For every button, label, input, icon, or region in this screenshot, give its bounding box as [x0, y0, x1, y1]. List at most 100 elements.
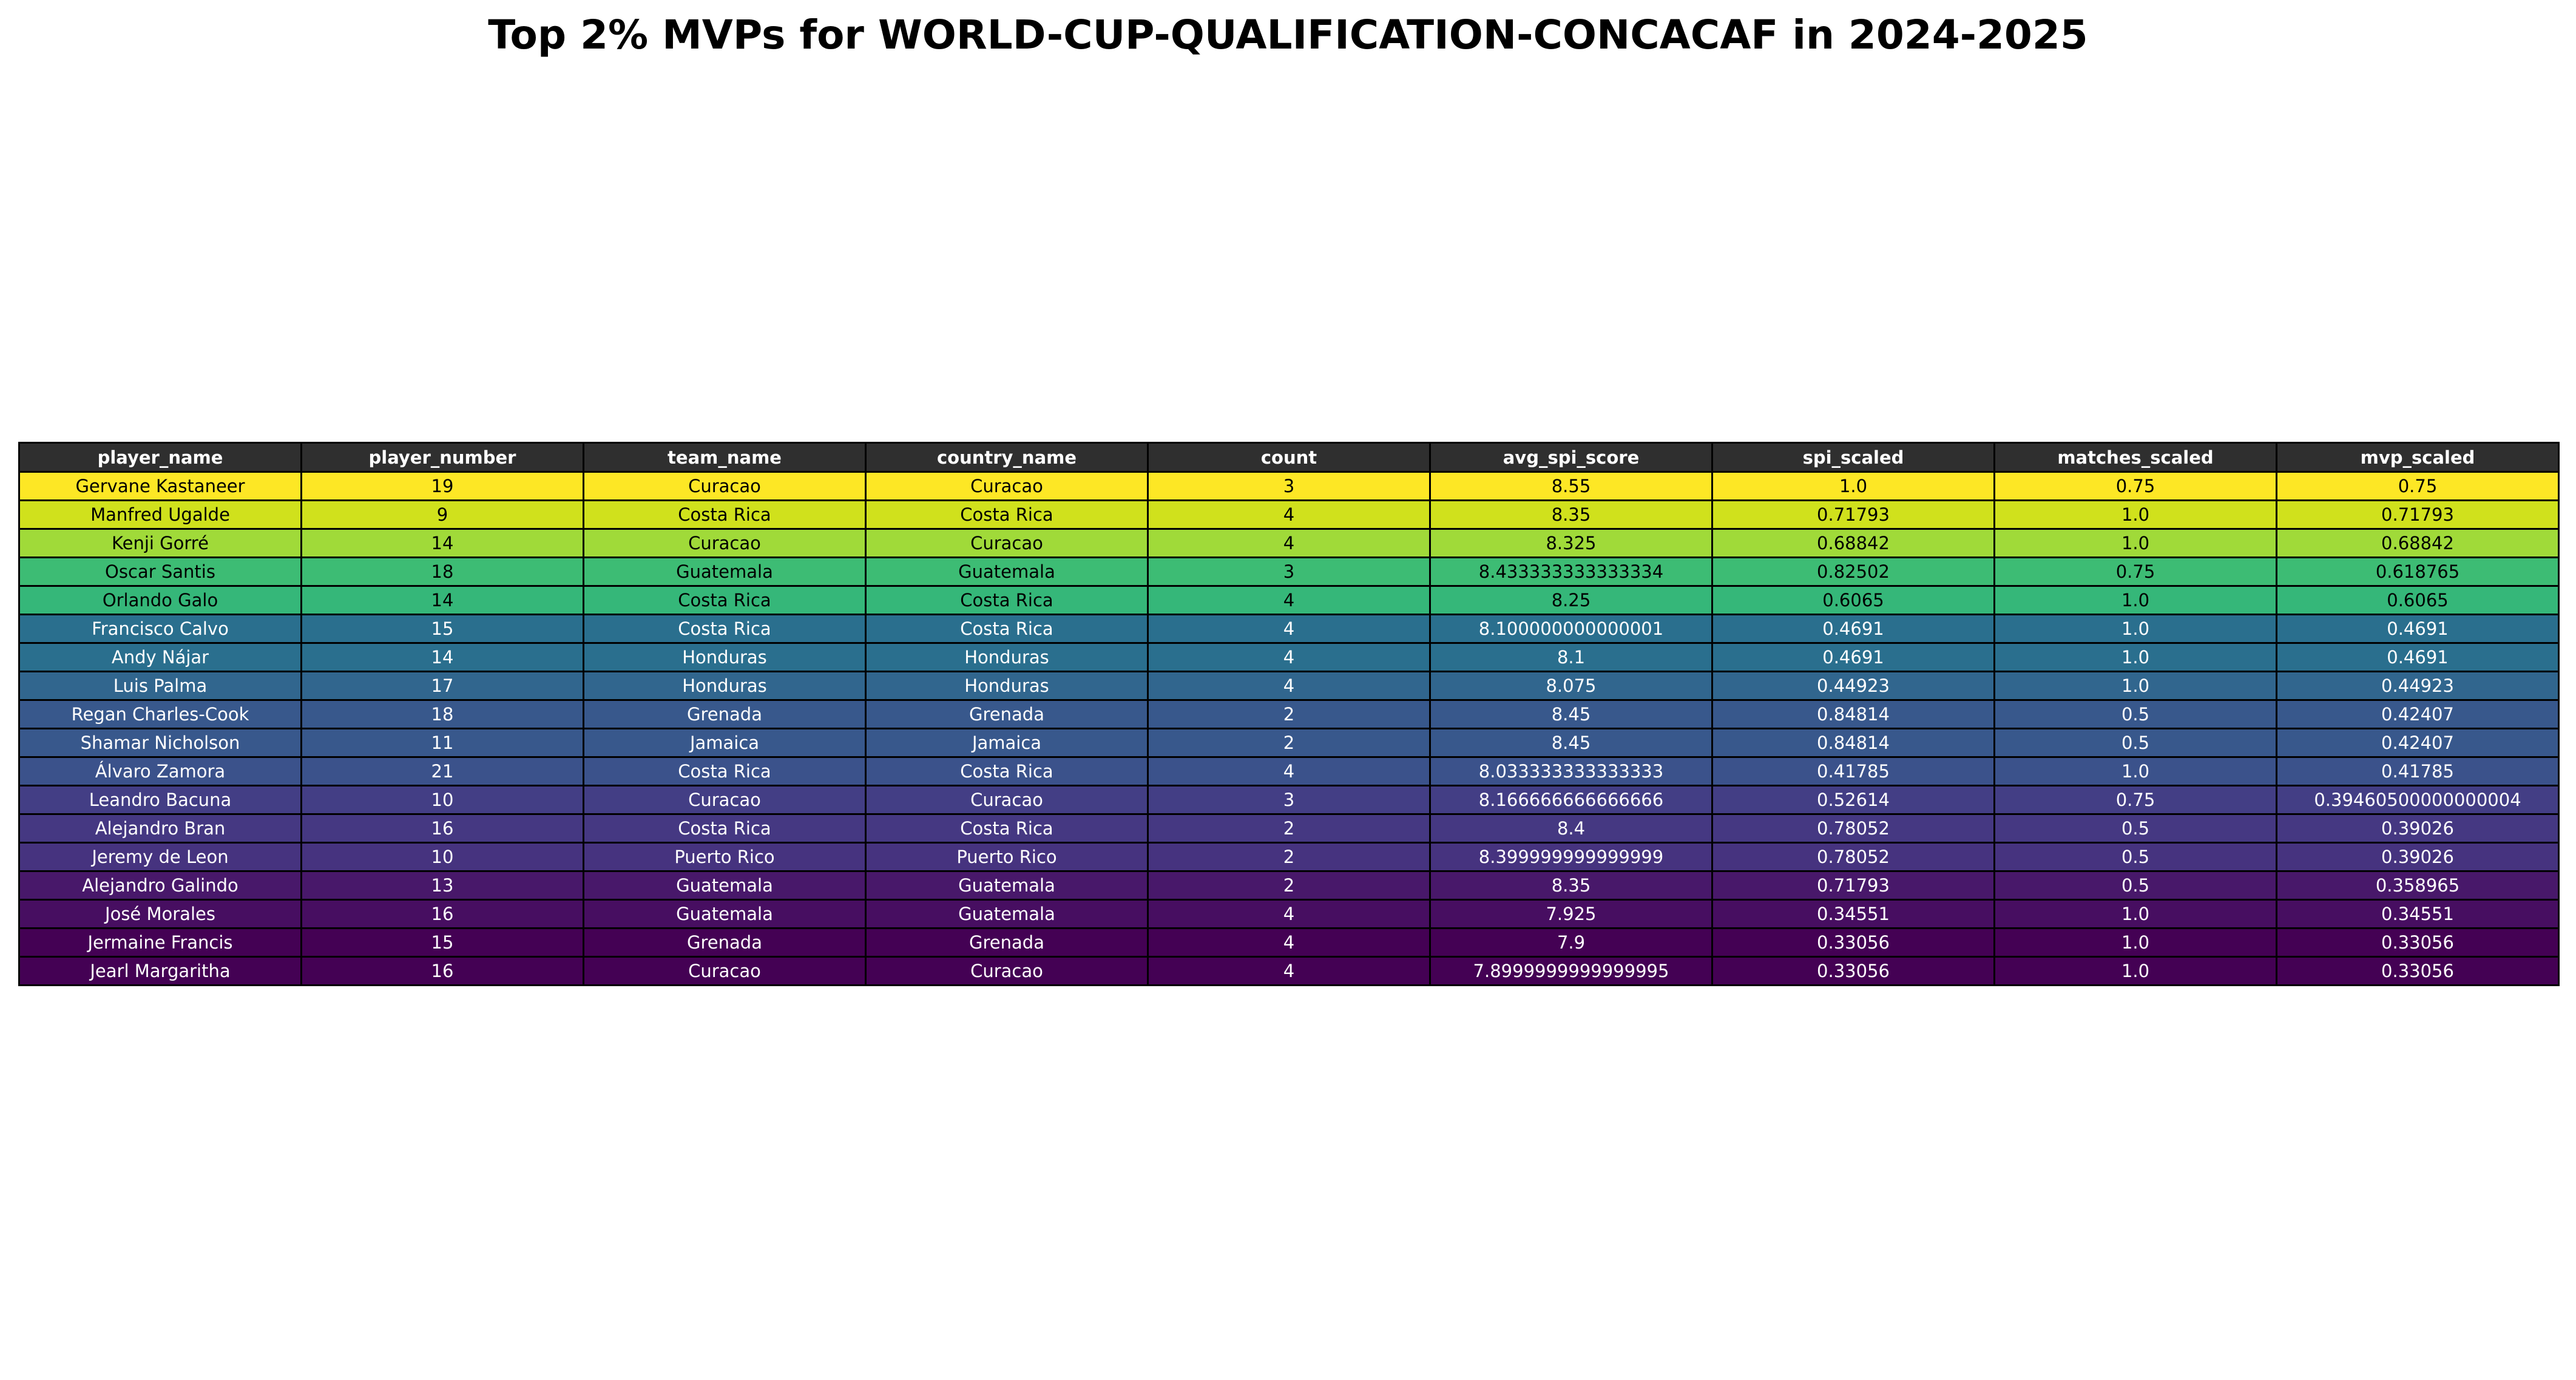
table-row: Shamar Nicholson 11 Jamaica Jamaica 2 8.45 0.8…: [18, 728, 2560, 758]
table-row: Kenji Gorré 14 Curacao Curacao 4 8.325 0.68842…: [18, 528, 2560, 558]
cell-team-name: Grenada: [583, 699, 867, 729]
column-header-team-name: team_name: [583, 442, 867, 473]
cell-player-number: 16: [300, 899, 584, 929]
table-row: Jermaine Francis 15 Grenada Grenada 4 7.9 0.33…: [18, 927, 2560, 958]
cell-spi-scaled: 0.4691: [1711, 614, 1995, 644]
table-body: Gervane Kastaneer 19 Curacao Curacao 3 8.55 1.…: [18, 471, 2560, 986]
cell-mvp-scaled: 0.4691: [2276, 614, 2560, 644]
cell-player-name: Jermaine Francis: [18, 927, 302, 958]
cell-country-name: Curacao: [865, 956, 1149, 986]
cell-player-name: Alejandro Galindo: [18, 870, 302, 901]
cell-matches-scaled: 1.0: [1993, 499, 2277, 530]
table-row: Andy Nájar 14 Honduras Honduras 4 8.1 0.4691 1.…: [18, 642, 2560, 672]
cell-player-name: Gervane Kastaneer: [18, 471, 302, 501]
cell-count: 4: [1147, 585, 1431, 615]
cell-count: 4: [1147, 927, 1431, 958]
cell-spi-scaled: 0.33056: [1711, 927, 1995, 958]
cell-player-number: 19: [300, 471, 584, 501]
cell-country-name: Costa Rica: [865, 585, 1149, 615]
cell-team-name: Puerto Rico: [583, 842, 867, 872]
cell-matches-scaled: 1.0: [1993, 927, 2277, 958]
cell-player-number: 16: [300, 813, 584, 844]
cell-country-name: Curacao: [865, 528, 1149, 558]
cell-player-number: 21: [300, 756, 584, 786]
cell-country-name: Honduras: [865, 642, 1149, 672]
cell-avg-spi-score: 7.8999999999999995: [1429, 956, 1713, 986]
cell-mvp-scaled: 0.39460500000000004: [2276, 785, 2560, 815]
cell-avg-spi-score: 8.325: [1429, 528, 1713, 558]
cell-mvp-scaled: 0.41785: [2276, 756, 2560, 786]
cell-avg-spi-score: 8.45: [1429, 699, 1713, 729]
table-row: Alejandro Bran 16 Costa Rica Costa Rica 2 8.4…: [18, 813, 2560, 844]
cell-matches-scaled: 0.5: [1993, 699, 2277, 729]
cell-team-name: Jamaica: [583, 728, 867, 758]
cell-mvp-scaled: 0.75: [2276, 471, 2560, 501]
table-row: Orlando Galo 14 Costa Rica Costa Rica 4 8.25 0…: [18, 585, 2560, 615]
cell-team-name: Costa Rica: [583, 813, 867, 844]
cell-avg-spi-score: 8.45: [1429, 728, 1713, 758]
cell-player-name: Luis Palma: [18, 671, 302, 701]
cell-matches-scaled: 1.0: [1993, 528, 2277, 558]
cell-avg-spi-score: 8.166666666666666: [1429, 785, 1713, 815]
table-row: Oscar Santis 18 Guatemala Guatemala 3 8.43333…: [18, 556, 2560, 587]
cell-player-number: 18: [300, 699, 584, 729]
cell-spi-scaled: 0.84814: [1711, 699, 1995, 729]
cell-team-name: Honduras: [583, 671, 867, 701]
cell-player-number: 10: [300, 785, 584, 815]
cell-team-name: Grenada: [583, 927, 867, 958]
cell-matches-scaled: 1.0: [1993, 756, 2277, 786]
cell-player-number: 11: [300, 728, 584, 758]
cell-mvp-scaled: 0.39026: [2276, 842, 2560, 872]
cell-country-name: Guatemala: [865, 556, 1149, 587]
cell-player-name: Jearl Margaritha: [18, 956, 302, 986]
mvp-table: player_name player_number team_name country…: [18, 442, 2560, 986]
cell-spi-scaled: 0.84814: [1711, 728, 1995, 758]
cell-spi-scaled: 0.71793: [1711, 870, 1995, 901]
table-row: Francisco Calvo 15 Costa Rica Costa Rica 4 8.…: [18, 614, 2560, 644]
cell-count: 4: [1147, 528, 1431, 558]
cell-team-name: Guatemala: [583, 870, 867, 901]
cell-avg-spi-score: 8.433333333333334: [1429, 556, 1713, 587]
cell-team-name: Curacao: [583, 528, 867, 558]
cell-matches-scaled: 0.75: [1993, 785, 2277, 815]
column-header-avg-spi-score: avg_spi_score: [1429, 442, 1713, 473]
cell-player-name: Francisco Calvo: [18, 614, 302, 644]
cell-team-name: Honduras: [583, 642, 867, 672]
cell-matches-scaled: 0.5: [1993, 870, 2277, 901]
column-header-matches-scaled: matches_scaled: [1993, 442, 2277, 473]
cell-mvp-scaled: 0.4691: [2276, 642, 2560, 672]
cell-spi-scaled: 0.4691: [1711, 642, 1995, 672]
cell-matches-scaled: 1.0: [1993, 642, 2277, 672]
table-row: Alejandro Galindo 13 Guatemala Guatemala 2 8.…: [18, 870, 2560, 901]
cell-count: 2: [1147, 870, 1431, 901]
cell-player-name: Oscar Santis: [18, 556, 302, 587]
cell-player-name: Andy Nájar: [18, 642, 302, 672]
cell-spi-scaled: 0.52614: [1711, 785, 1995, 815]
cell-count: 4: [1147, 671, 1431, 701]
cell-spi-scaled: 0.78052: [1711, 842, 1995, 872]
cell-country-name: Puerto Rico: [865, 842, 1149, 872]
cell-spi-scaled: 0.44923: [1711, 671, 1995, 701]
cell-player-name: Regan Charles-Cook: [18, 699, 302, 729]
cell-player-name: Kenji Gorré: [18, 528, 302, 558]
cell-spi-scaled: 0.34551: [1711, 899, 1995, 929]
cell-player-number: 13: [300, 870, 584, 901]
cell-country-name: Costa Rica: [865, 499, 1149, 530]
cell-matches-scaled: 1.0: [1993, 614, 2277, 644]
table-header: player_name player_number team_name country…: [18, 442, 2560, 473]
cell-mvp-scaled: 0.33056: [2276, 956, 2560, 986]
cell-mvp-scaled: 0.42407: [2276, 699, 2560, 729]
column-header-mvp-scaled: mvp_scaled: [2276, 442, 2560, 473]
cell-avg-spi-score: 8.25: [1429, 585, 1713, 615]
cell-team-name: Costa Rica: [583, 756, 867, 786]
cell-avg-spi-score: 8.35: [1429, 870, 1713, 901]
column-header-player-name: player_name: [18, 442, 302, 473]
cell-mvp-scaled: 0.618765: [2276, 556, 2560, 587]
cell-avg-spi-score: 8.033333333333333: [1429, 756, 1713, 786]
table-row: José Morales 16 Guatemala Guatemala 4 7.925 0.…: [18, 899, 2560, 929]
cell-spi-scaled: 0.41785: [1711, 756, 1995, 786]
cell-matches-scaled: 0.5: [1993, 813, 2277, 844]
header-row: player_name player_number team_name country…: [18, 442, 2560, 473]
cell-spi-scaled: 0.78052: [1711, 813, 1995, 844]
cell-team-name: Guatemala: [583, 556, 867, 587]
